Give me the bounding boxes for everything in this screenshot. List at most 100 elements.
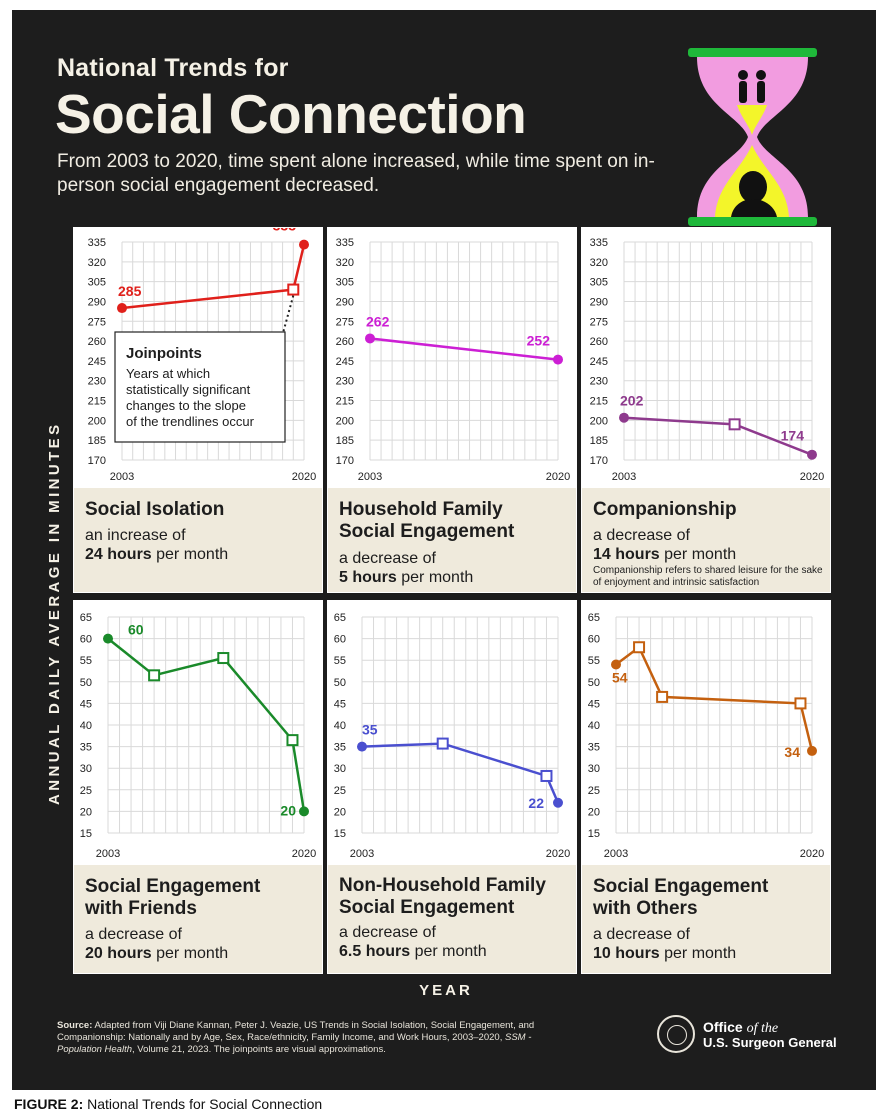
- y-tick-label: 275: [88, 316, 106, 328]
- panel-title: Social Isolation: [85, 499, 225, 520]
- y-tick-label: 230: [88, 376, 106, 388]
- endpoint-marker: [611, 659, 621, 670]
- joinpoint-marker: [633, 641, 646, 654]
- panel-description: a decrease of 5 hours per month: [339, 550, 474, 586]
- endpoint-marker: [117, 303, 127, 314]
- panel-household-family: 170 185 200 215 230 245 260 275 290 305 320 335 2003…: [327, 227, 577, 593]
- panel-description: a decrease of 6.5 hours per month: [339, 924, 487, 960]
- y-tick-label: 170: [88, 455, 106, 467]
- y-tick-label: 45: [334, 698, 346, 710]
- office-line2: U.S. Surgeon General: [703, 1035, 837, 1050]
- y-tick-label: 65: [80, 612, 92, 624]
- panel-description: a decrease of 14 hours per month: [593, 527, 737, 563]
- y-tick-label: 260: [88, 336, 106, 348]
- panel-title: Social Engagement with Friends: [85, 876, 261, 919]
- y-tick-label: 40: [334, 720, 346, 732]
- chart-plot: 170 185 200 215 230 245 260 275 290 305 320 335 2003…: [88, 228, 317, 483]
- data-label: 262: [366, 313, 390, 329]
- y-tick-label: 200: [336, 415, 354, 427]
- hourglass-top-cap: [688, 48, 817, 57]
- y-tick-label: 215: [88, 396, 106, 408]
- seal-icon: [657, 1015, 695, 1053]
- x-tick-label: 2020: [546, 471, 570, 483]
- hourglass-illustration: [688, 48, 817, 226]
- x-axis-label: YEAR: [419, 982, 473, 999]
- x-tick-label: 2020: [800, 471, 824, 483]
- panel-info: Social Isolation an increase of 24 hours …: [74, 488, 322, 592]
- panel-description: a decrease of 10 hours per month: [593, 926, 737, 962]
- series-line: [369, 337, 559, 361]
- joinpoint-marker: [794, 697, 807, 710]
- panel-info: Non-Household Family Social Engagement a…: [328, 865, 576, 973]
- y-tick-label: 230: [336, 376, 354, 388]
- y-tick-label: 25: [80, 785, 92, 797]
- y-tick-label: 335: [590, 237, 608, 249]
- chart-plot: 15 20 25 30 35 40 45 50 55 60 65 2003 2020 60 20: [80, 612, 316, 860]
- joinpoint-marker: [436, 737, 449, 750]
- data-label: 35: [362, 722, 378, 738]
- endpoint-marker: [553, 354, 563, 365]
- panel-title: Companionship: [593, 499, 737, 520]
- y-tick-label: 305: [590, 277, 608, 289]
- y-tick-label: 305: [336, 277, 354, 289]
- y-tick-label: 65: [334, 612, 346, 624]
- subtitle: From 2003 to 2020, time spent alone incr…: [57, 151, 655, 196]
- y-tick-label: 245: [336, 356, 354, 368]
- figure-left-icon: [738, 70, 748, 80]
- data-label: 202: [620, 393, 644, 409]
- y-tick-label: 290: [88, 296, 106, 308]
- panel-info: Social Engagement with Friends a decreas…: [74, 865, 322, 973]
- joinpoint-marker: [286, 734, 299, 747]
- y-tick-label: 55: [80, 655, 92, 667]
- endpoint-marker: [553, 797, 563, 808]
- panel-others: 15 20 25 30 35 40 45 50 55 60 65 2003 2020 54 34 Socia…: [581, 600, 831, 974]
- y-tick-label: 60: [588, 634, 600, 646]
- endpoint-marker: [807, 449, 817, 460]
- panel-note: Companionship refers to shared leisure f…: [593, 565, 823, 588]
- y-tick-label: 50: [588, 677, 600, 689]
- panel-title: Household Family Social Engagement: [339, 499, 515, 542]
- y-tick-label: 320: [336, 257, 354, 269]
- y-tick-label: 30: [80, 763, 92, 775]
- y-tick-label: 55: [588, 655, 600, 667]
- y-tick-label: 215: [590, 396, 608, 408]
- y-tick-label: 335: [336, 237, 354, 249]
- y-tick-label: 25: [588, 785, 600, 797]
- y-tick-label: 50: [80, 677, 92, 689]
- source-note: Source: Adapted from Viji Diane Kannan, …: [57, 1020, 535, 1055]
- hourglass-sand-top: [737, 105, 767, 135]
- person-silhouette-shoulders: [731, 199, 777, 217]
- panel-info: Household Family Social Engagement a dec…: [328, 488, 576, 592]
- callout-box: [114, 331, 286, 443]
- y-tick-label: 35: [588, 742, 600, 754]
- joinpoint-marker: [217, 652, 230, 665]
- y-tick-label: 275: [590, 316, 608, 328]
- x-tick-label: 2003: [358, 471, 382, 483]
- y-tick-label: 15: [334, 828, 346, 840]
- hourglass-glass: [697, 57, 808, 217]
- panel-info: Companionship a decrease of 14 hours per …: [582, 488, 830, 592]
- y-axis-label: ANNUAL DAILY AVERAGE IN MINUTES: [46, 421, 63, 806]
- callout-pointer: [282, 295, 295, 333]
- endpoint-marker: [807, 745, 817, 756]
- x-tick-label: 2003: [612, 471, 636, 483]
- panel-description: an increase of 24 hours per month: [85, 527, 229, 563]
- y-tick-label: 200: [88, 415, 106, 427]
- y-tick-label: 20: [334, 806, 346, 818]
- panel-non-household-family: 15 20 25 30 35 40 45 50 55 60 65 2003 2020 35 22 Non-H…: [327, 600, 577, 974]
- y-tick-label: 230: [590, 376, 608, 388]
- x-tick-label: 2003: [110, 471, 134, 483]
- endpoint-marker: [299, 239, 309, 250]
- y-tick-label: 15: [588, 828, 600, 840]
- y-tick-label: 40: [588, 720, 600, 732]
- data-label: 34: [784, 744, 800, 760]
- chart-plot: 15 20 25 30 35 40 45 50 55 60 65 2003 2020 35 22: [334, 612, 570, 860]
- data-label: 174: [781, 428, 805, 444]
- series-line: [615, 645, 814, 752]
- data-label: 22: [528, 795, 544, 811]
- endpoint-marker: [619, 412, 629, 423]
- x-tick-label: 2020: [292, 848, 316, 860]
- data-label: 20: [280, 802, 296, 818]
- y-tick-label: 335: [88, 237, 106, 249]
- y-tick-label: 170: [336, 455, 354, 467]
